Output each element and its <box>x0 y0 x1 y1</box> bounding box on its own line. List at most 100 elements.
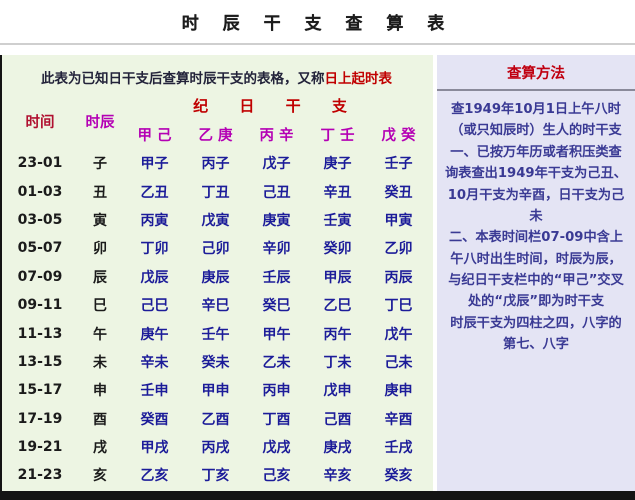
table-row: 23-01 子 甲子 丙子 戊子 庚子 壬子 <box>4 149 429 177</box>
sidebar-body: 查1949年10月1日上午八时（或只知辰时）生人的时干支 一、已按万年历或者积压类… <box>437 91 635 356</box>
stem-header: 甲 己 <box>137 127 172 144</box>
stem-header: 乙 庚 <box>198 127 233 144</box>
ganzhi-cell: 丁酉 <box>262 411 291 428</box>
row-branch: 午 <box>93 326 107 343</box>
ganzhi-cell: 丁卯 <box>140 241 169 258</box>
ganzhi-cell: 乙亥 <box>140 468 169 485</box>
ganzhi-cell: 乙酉 <box>201 411 230 428</box>
ganzhi-cell: 丙戌 <box>201 440 230 457</box>
table-body: 23-01 子 甲子 丙子 戊子 庚子 壬子 01-03 丑 乙丑 丁丑 己丑 辛丑 癸丑 03-05 寅 丙寅… <box>4 149 429 490</box>
ganzhi-cell: 癸未 <box>201 354 230 371</box>
ganzhi-cell: 甲午 <box>262 326 291 343</box>
row-branch: 子 <box>93 156 107 173</box>
table-row: 01-03 丑 乙丑 丁丑 己丑 辛丑 癸丑 <box>4 177 429 205</box>
ganzhi-cell: 戊午 <box>384 326 413 343</box>
row-branch: 辰 <box>93 269 107 286</box>
bottom-bar <box>0 491 635 500</box>
table-row: 21-23 亥 乙亥 丁亥 己亥 辛亥 癸亥 <box>4 461 429 489</box>
method-paragraph: 时辰干支为四柱之四，八字的第七、八字 <box>450 315 622 353</box>
row-branch: 未 <box>93 354 107 371</box>
table-row: 15-17 申 壬申 甲申 丙申 戊申 庚申 <box>4 376 429 404</box>
ganzhi-cell: 己亥 <box>262 468 291 485</box>
ganzhi-cell: 戊辰 <box>140 269 169 286</box>
row-branch: 戌 <box>93 440 107 457</box>
lookup-table-panel: 此表为已知日干支后查算时辰干支的表格，又称日上起时表 时间 时辰 纪 日 干 支… <box>0 55 433 491</box>
ganzhi-cell: 癸巳 <box>262 298 291 315</box>
ganzhi-cell: 丁巳 <box>384 298 413 315</box>
row-time: 05-07 <box>17 240 63 257</box>
row-branch: 亥 <box>93 468 107 485</box>
ganzhi-cell: 辛酉 <box>384 411 413 428</box>
row-time: 07-09 <box>17 268 63 285</box>
ganzhi-cell: 壬申 <box>140 383 169 400</box>
row-branch: 巳 <box>93 298 107 315</box>
row-time: 17-19 <box>17 410 63 427</box>
ganzhi-cell: 壬午 <box>201 326 230 343</box>
col-header-time: 时间 <box>25 114 55 131</box>
table-row: 05-07 卯 丁卯 己卯 辛卯 癸卯 乙卯 <box>4 234 429 262</box>
ganzhi-cell: 辛丑 <box>323 184 352 201</box>
method-paragraph: 二、本表时间栏07-09中含上午八时出生时间，时辰为辰，与纪日干支栏中的“甲己”… <box>448 230 624 310</box>
ganzhi-cell: 戊戌 <box>262 440 291 457</box>
table-row: 17-19 酉 癸酉 乙酉 丁酉 己酉 辛酉 <box>4 405 429 433</box>
ganzhi-cell: 甲寅 <box>384 212 413 229</box>
row-time: 13-15 <box>17 353 63 370</box>
ganzhi-cell: 己巳 <box>140 298 169 315</box>
content: 此表为已知日干支后查算时辰干支的表格，又称日上起时表 时间 时辰 纪 日 干 支… <box>0 47 635 491</box>
stem-header: 丙 辛 <box>259 127 294 144</box>
ganzhi-cell: 庚寅 <box>262 212 291 229</box>
ganzhi-cell: 丁亥 <box>201 468 230 485</box>
row-time: 03-05 <box>17 211 63 228</box>
row-branch: 酉 <box>93 411 107 428</box>
sidebar-title: 查算方法 <box>507 66 565 82</box>
ganzhi-cell: 辛未 <box>140 354 169 371</box>
ganzhi-cell: 甲辰 <box>323 269 352 286</box>
ganzhi-cell: 庚午 <box>140 326 169 343</box>
row-time: 21-23 <box>17 467 63 484</box>
ganzhi-cell: 乙未 <box>262 354 291 371</box>
ganzhi-cell: 甲申 <box>201 383 230 400</box>
ganzhi-cell: 甲戌 <box>140 440 169 457</box>
ganzhi-cell: 乙巳 <box>323 298 352 315</box>
table-header-right: 纪 日 干 支 甲 己 乙 庚 丙 辛 丁 壬 戊 癸 <box>124 93 429 149</box>
ganzhi-cell: 丁未 <box>323 354 352 371</box>
ganzhi-cell: 癸卯 <box>323 241 352 258</box>
table-row: 13-15 未 辛未 癸未 乙未 丁未 己未 <box>4 348 429 376</box>
table-row: 11-13 午 庚午 壬午 甲午 丙午 戊午 <box>4 319 429 347</box>
row-time: 19-21 <box>17 439 63 456</box>
method-paragraph: 查1949年10月1日上午八时（或只知辰时）生人的时干支 <box>450 102 622 139</box>
subtitle-highlight: 日上起时表 <box>324 71 393 87</box>
row-time: 11-13 <box>17 325 63 342</box>
ganzhi-cell: 丁丑 <box>201 184 230 201</box>
stem-header: 戊 癸 <box>381 127 416 144</box>
method-sidebar: 查算方法 查1949年10月1日上午八时（或只知辰时）生人的时干支 一、已按万年历… <box>437 55 635 491</box>
table-row: 03-05 寅 丙寅 戊寅 庚寅 壬寅 甲寅 <box>4 206 429 234</box>
ganzhi-cell: 丙子 <box>201 156 230 173</box>
row-branch: 申 <box>93 383 107 400</box>
ganzhi-cell: 己丑 <box>262 184 291 201</box>
ganzhi-cell: 己未 <box>384 354 413 371</box>
ganzhi-cell: 戊子 <box>262 156 291 173</box>
ganzhi-cell: 癸亥 <box>384 468 413 485</box>
row-time: 01-03 <box>17 183 63 200</box>
ganzhi-cell: 庚子 <box>323 156 352 173</box>
panel-divider <box>433 55 437 491</box>
title-band: 时 辰 干 支 查 算 表 <box>0 0 635 45</box>
table-row: 07-09 辰 戊辰 庚辰 壬辰 甲辰 丙辰 <box>4 263 429 291</box>
ganzhi-cell: 己卯 <box>201 241 230 258</box>
ganzhi-cell: 壬辰 <box>262 269 291 286</box>
page-title: 时 辰 干 支 查 算 表 <box>181 14 454 34</box>
subtitle-text: 此表为已知日干支后查算时辰干支的表格，又称 <box>41 71 325 87</box>
row-branch: 卯 <box>93 241 107 258</box>
col-header-branch: 时辰 <box>85 114 115 131</box>
left-edge-rule <box>0 55 2 500</box>
ganzhi-cell: 丙寅 <box>140 212 169 229</box>
ganzhi-cell: 庚戌 <box>323 440 352 457</box>
row-branch: 寅 <box>93 212 107 229</box>
ganzhi-cell: 戊申 <box>323 383 352 400</box>
ganzhi-cell: 乙卯 <box>384 241 413 258</box>
ganzhi-cell: 乙丑 <box>140 184 169 201</box>
ganzhi-cell: 甲子 <box>140 156 169 173</box>
ganzhi-cell: 壬子 <box>384 156 413 173</box>
